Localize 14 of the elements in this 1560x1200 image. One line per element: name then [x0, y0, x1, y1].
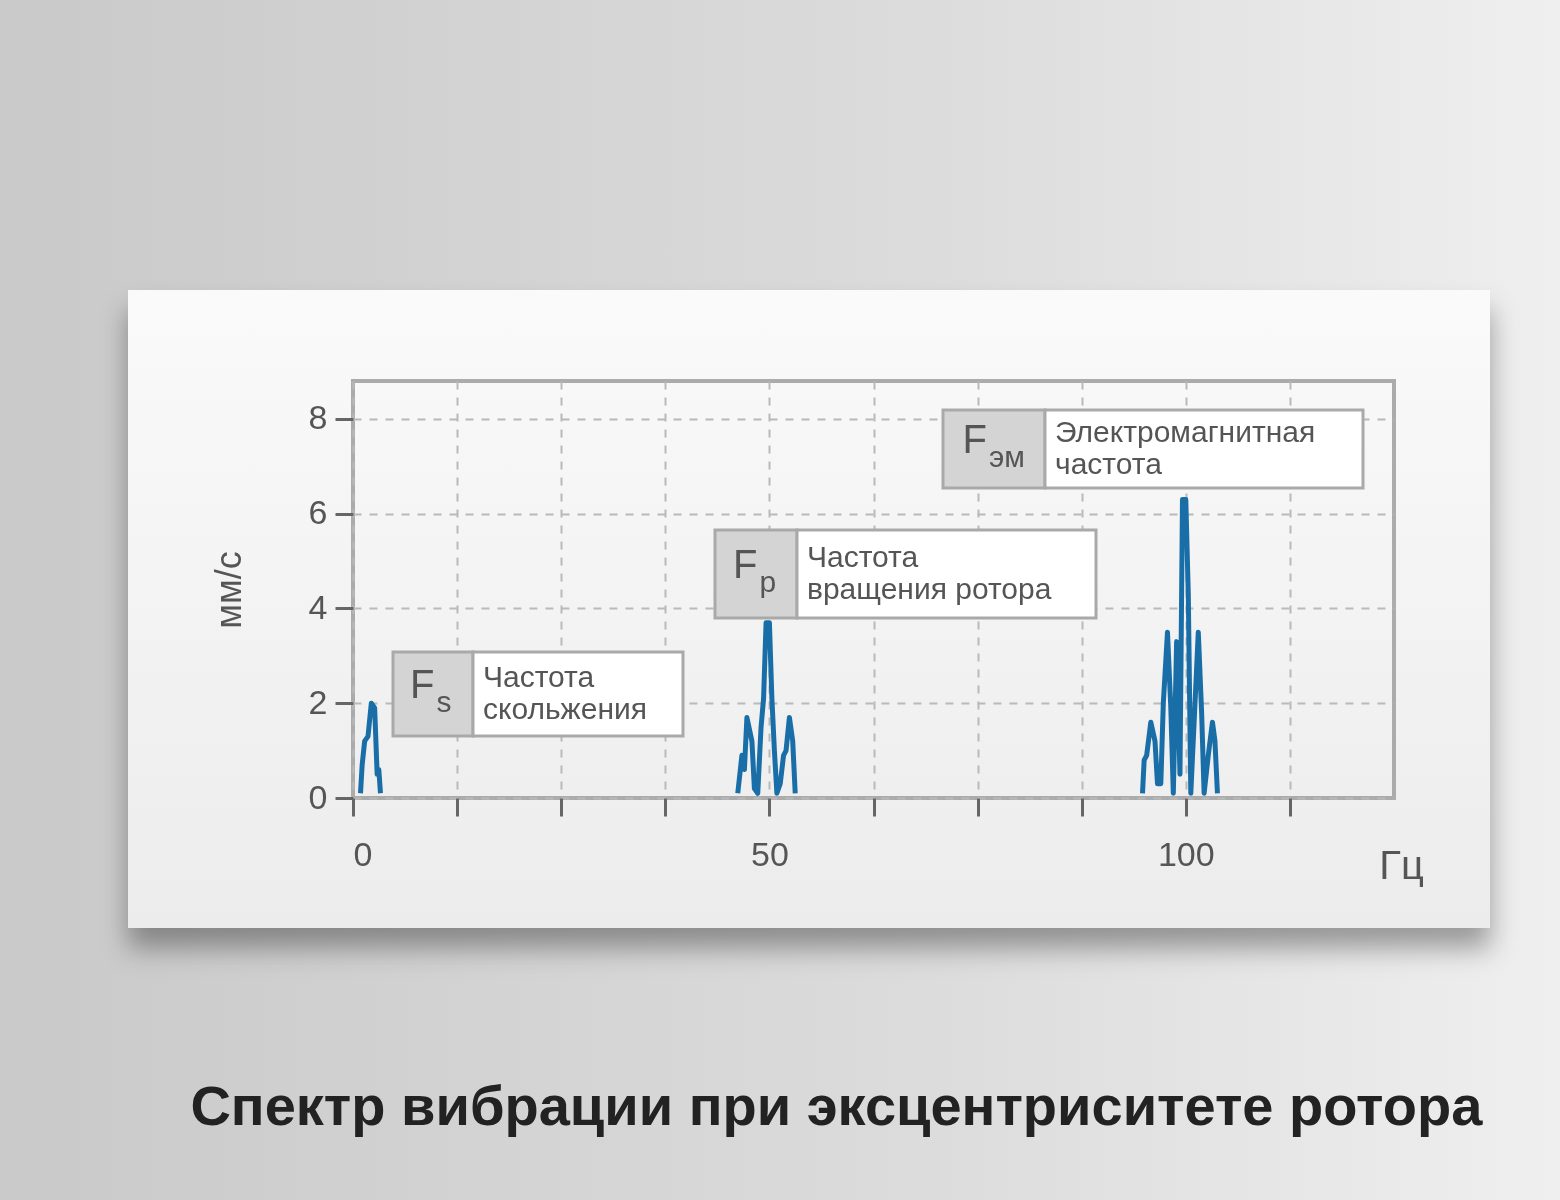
y-tick-label: 8 [308, 398, 328, 437]
annotation: Частота вращения ротора [807, 540, 1052, 605]
x-axis-title: Гц [1379, 842, 1424, 887]
y-tick-label: 2 [308, 682, 328, 721]
x-tick-label: 0 [353, 834, 373, 873]
y-tick-label: 0 [308, 777, 328, 816]
annotation: Частота скольжения [483, 660, 647, 725]
y-tick-label: 4 [308, 587, 328, 626]
y-tick-label: 6 [308, 493, 328, 532]
y-axis-title: мм/с [207, 551, 249, 629]
text: Спектр вибрации при эксцентриситете ротора [190, 1074, 1484, 1137]
x-tick-label: 100 [1157, 834, 1215, 873]
x-tick-label: 50 [750, 834, 789, 873]
annotation: Электромагнитная частота [1055, 415, 1316, 480]
